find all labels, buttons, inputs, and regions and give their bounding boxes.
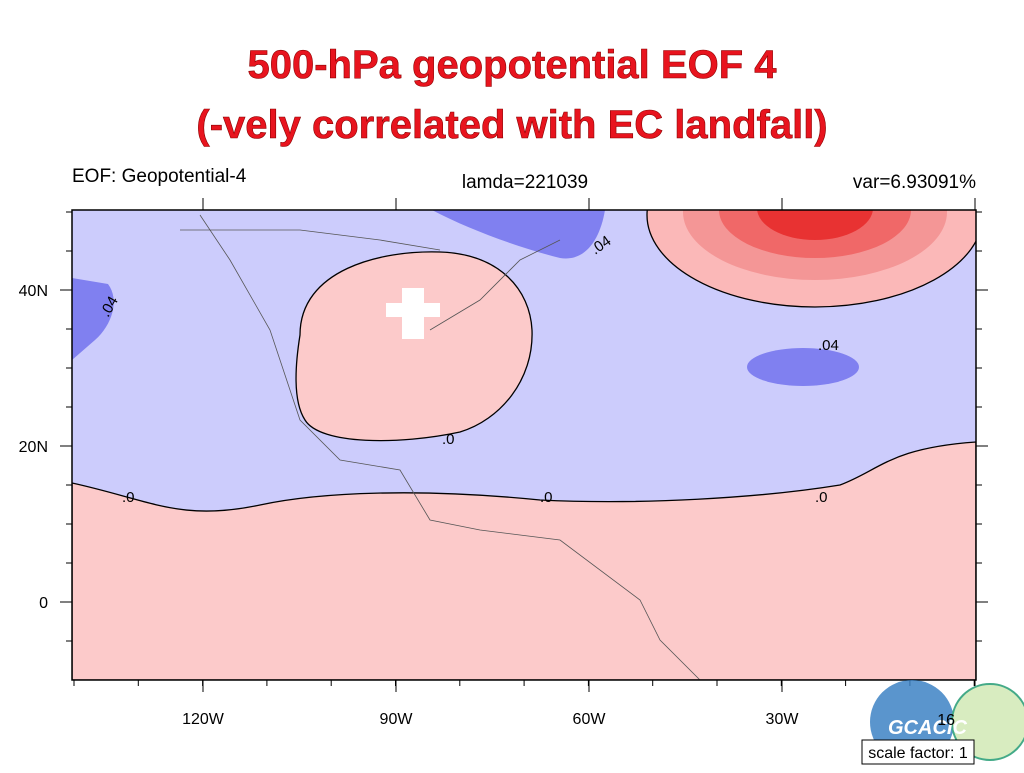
map-field	[72, 210, 976, 680]
title-line-2: (-vely correlated with EC landfall)	[196, 103, 827, 147]
lon-label: 30W	[766, 711, 800, 728]
contour-label: .0	[540, 489, 553, 506]
negative-patch	[432, 210, 605, 259]
contour-ring	[757, 210, 873, 240]
positive-region	[72, 441, 976, 680]
contour-label: .0	[442, 431, 455, 448]
negative-patch	[72, 278, 114, 360]
lamda-label: lamda=221039	[462, 172, 588, 193]
contour-label: .0	[122, 489, 135, 506]
lon-label: 120W	[182, 711, 225, 728]
scale-box	[861, 739, 975, 765]
logo-text: GCACIC	[888, 717, 967, 739]
title-line-1: 500-hPa geopotential EOF 4	[247, 43, 777, 87]
negative-patch	[747, 348, 859, 386]
corner-label: 16	[937, 712, 955, 729]
eof-label: EOF: Geopotential-4	[72, 166, 247, 187]
scale-label: scale factor: 1	[868, 745, 968, 762]
contour-label: .04	[818, 337, 839, 354]
axis-ticks	[60, 198, 988, 692]
lat-label: 20N	[19, 439, 48, 456]
lat-label: 0	[39, 595, 48, 612]
coastline	[180, 214, 701, 680]
lon-label: 60W	[573, 711, 607, 728]
positive-center	[295, 251, 533, 442]
contour-label: .0	[815, 489, 828, 506]
plus-sign	[386, 288, 440, 339]
lat-label: 40N	[19, 283, 48, 300]
var-label: var=6.93091%	[853, 172, 976, 193]
lon-label: 90W	[380, 711, 414, 728]
